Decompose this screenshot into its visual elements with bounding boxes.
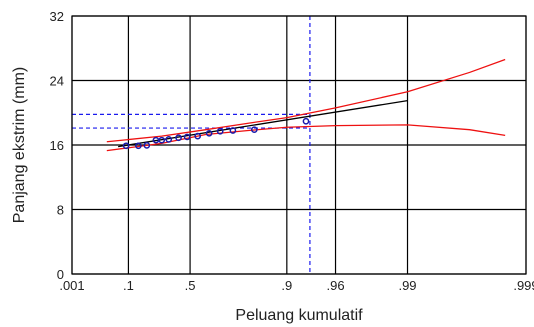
data-point — [194, 132, 202, 140]
y-tick-label: 32 — [50, 9, 64, 24]
x-tick-label: .001 — [59, 278, 84, 293]
data-point — [250, 126, 258, 134]
x-axis-label: Peluang kumulatif — [235, 307, 363, 324]
y-axis-label: Panjang ekstrim (mm) — [11, 67, 28, 223]
x-tick-label: .96 — [326, 278, 344, 293]
data-point — [122, 142, 130, 150]
tick-labels: .001 .1 .5 .9 .96 .99 .999 0 8 16 24 32 — [50, 9, 534, 293]
data-point — [302, 117, 310, 125]
x-tick-label: .9 — [281, 278, 292, 293]
plot-frame — [71, 15, 527, 275]
data-point — [175, 134, 182, 142]
data-point — [183, 133, 191, 141]
data-point — [158, 136, 166, 144]
data-point — [229, 127, 237, 134]
y-tick-label: 16 — [50, 138, 64, 153]
data-points — [122, 117, 310, 150]
fitted-line — [118, 100, 408, 148]
data-point — [216, 127, 224, 135]
data-point — [143, 142, 151, 149]
x-tick-label: .1 — [123, 278, 134, 293]
data-point — [205, 129, 213, 137]
y-tick-label: 0 — [57, 267, 64, 282]
data-point — [135, 142, 142, 150]
y-tick-label: 8 — [57, 203, 64, 218]
y-tick-label: 24 — [50, 74, 64, 89]
lower-confidence-band — [106, 124, 506, 152]
x-tick-label: .999 — [513, 278, 534, 293]
x-tick-label: .99 — [398, 278, 416, 293]
data-point — [165, 136, 173, 143]
x-tick-label: .5 — [185, 278, 196, 293]
upper-confidence-band — [106, 58, 506, 143]
